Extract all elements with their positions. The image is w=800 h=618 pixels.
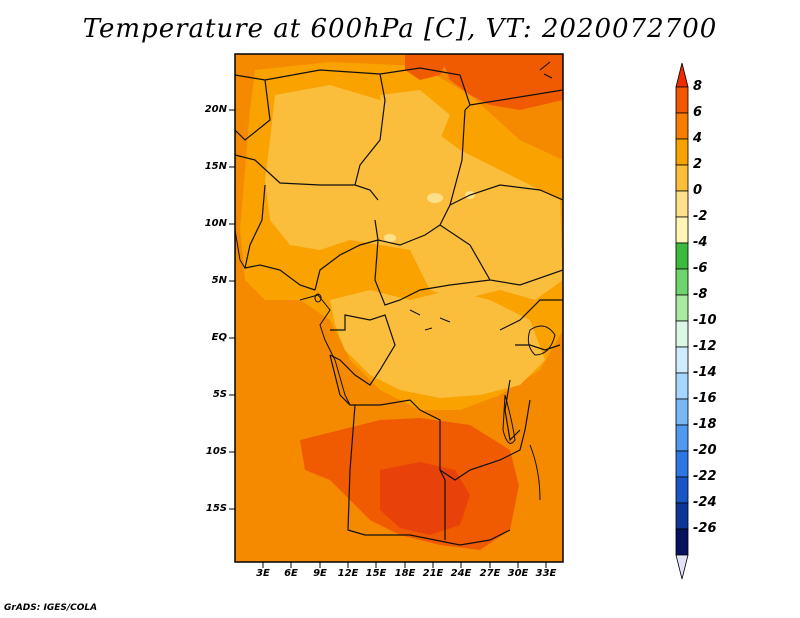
colorbar-label: -22 <box>693 469 717 484</box>
lon-label: 6E <box>284 568 298 579</box>
lat-label: 5S <box>212 389 227 400</box>
colorbar-label: -24 <box>693 495 717 510</box>
lon-ticks <box>262 562 547 568</box>
lat-label: 20N <box>204 104 227 115</box>
colorbar-swatch <box>675 502 689 530</box>
field-hot-core <box>380 462 470 535</box>
colorbar-swatch <box>675 164 689 192</box>
lon-label: 3E <box>256 568 270 579</box>
lat-label: EQ <box>211 332 227 343</box>
colorbar-swatch <box>675 424 689 452</box>
colorbar-label: 2 <box>693 157 703 172</box>
coastlines <box>235 61 556 501</box>
colorbar-swatch <box>675 346 689 374</box>
lat-ticks <box>229 109 235 510</box>
colorbar-swatch <box>675 216 689 244</box>
field-hot-n <box>405 54 450 80</box>
lon-label: 21E <box>422 568 444 579</box>
lon-label: 15E <box>365 568 387 579</box>
lat-label: 15S <box>205 503 227 514</box>
colorbar-swatch <box>675 242 689 270</box>
lon-label: 12E <box>337 568 359 579</box>
lon-label: 9E <box>313 568 327 579</box>
colorbar-swatch <box>675 450 689 478</box>
colorbar-swatch <box>675 190 689 218</box>
lat-label: 15N <box>204 161 227 172</box>
lat-label: 5N <box>211 275 227 286</box>
colorbar-label: -18 <box>693 417 717 432</box>
colorbar-label: 6 <box>693 105 703 120</box>
field-cool-sahara <box>380 90 450 150</box>
colorbar-label: -6 <box>693 261 708 276</box>
colorbar-label: 4 <box>693 131 703 146</box>
colorbar-swatch <box>675 528 689 556</box>
lon-label: 18E <box>394 568 416 579</box>
colorbar-label: -8 <box>693 287 708 302</box>
map-title: Temperature at 600hPa [C], VT: 202007270… <box>82 14 718 44</box>
country-borders <box>235 67 563 546</box>
lat-label: 10N <box>204 218 227 229</box>
colorbar-label: -10 <box>693 313 717 328</box>
field-cool-north <box>265 85 563 300</box>
colorbar-label: -2 <box>693 209 708 224</box>
lon-label: 30E <box>507 568 529 579</box>
colorbar-label: -12 <box>693 339 717 354</box>
colorbar-label: 8 <box>693 79 703 94</box>
field-warm-atlantic <box>235 300 330 450</box>
colorbar-label: -26 <box>693 521 717 536</box>
field-cool-congo <box>330 290 545 398</box>
field-coolest-1 <box>427 193 443 203</box>
colorbar-label: -4 <box>693 235 708 250</box>
field-coolest-2 <box>384 234 396 242</box>
field-hot-ne <box>440 54 563 110</box>
colorbar-bottom-arrow <box>675 554 689 580</box>
colorbar <box>675 62 689 580</box>
lon-label: 33E <box>535 568 557 579</box>
colorbar-swatch <box>675 398 689 426</box>
colorbar-swatch <box>675 294 689 322</box>
colorbar-swatch <box>675 86 689 114</box>
field-warm-southeast <box>510 410 563 562</box>
lon-label: 27E <box>479 568 501 579</box>
colorbar-swatch <box>675 476 689 504</box>
colorbar-label: -16 <box>693 391 717 406</box>
colorbar-swatch <box>675 372 689 400</box>
map-frame <box>234 53 564 563</box>
lat-label: 10S <box>205 446 227 457</box>
colorbar-top-arrow <box>675 62 689 88</box>
temperature-field <box>235 54 563 562</box>
colorbar-swatch <box>675 112 689 140</box>
colorbar-swatch <box>675 320 689 348</box>
colorbar-label: -20 <box>693 443 717 458</box>
colorbar-label: -14 <box>693 365 717 380</box>
colorbar-label: 0 <box>693 183 703 198</box>
colorbar-swatch <box>675 268 689 296</box>
colorbar-swatch <box>675 138 689 166</box>
lon-label: 24E <box>450 568 472 579</box>
grads-credit: GrADS: IGES/COLA <box>4 603 98 613</box>
